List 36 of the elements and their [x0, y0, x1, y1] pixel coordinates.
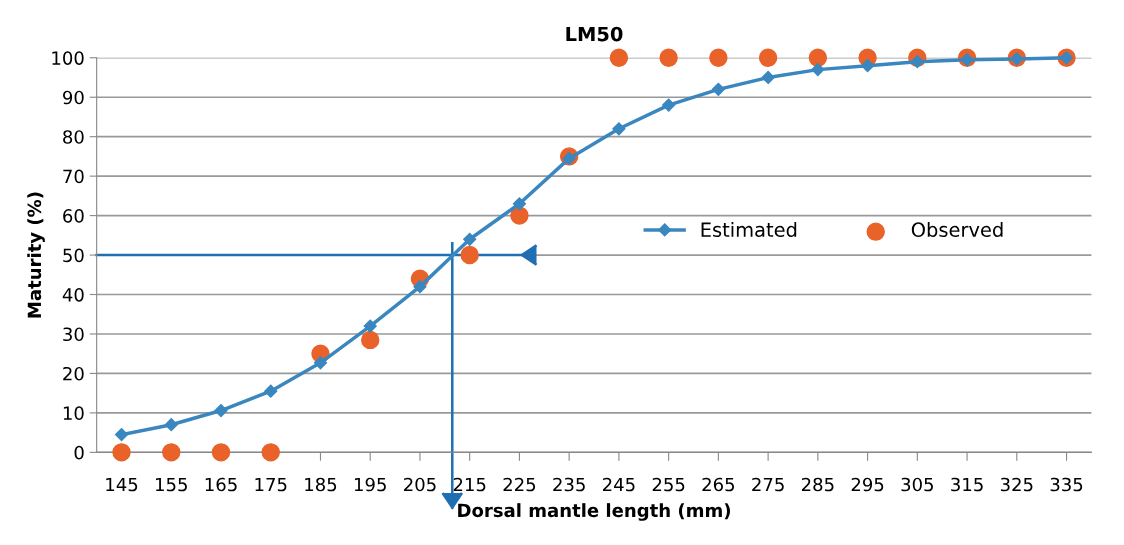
x-tick-label: 305 — [901, 477, 933, 492]
y-tick-label: 90 — [63, 90, 84, 105]
y-tick-label: 50 — [63, 248, 84, 263]
x-tick-label: 205 — [404, 477, 436, 492]
x-tick-label: 275 — [752, 477, 784, 492]
y-tick-label: 40 — [62, 287, 84, 302]
x-tick-label: 255 — [652, 477, 685, 492]
y-tick-label: 80 — [63, 130, 84, 144]
x-tick-label: 295 — [851, 477, 884, 492]
y-tick-label: 70 — [63, 169, 84, 184]
legend-label: Estimated — [701, 221, 797, 238]
x-tick-label: 215 — [453, 477, 486, 492]
x-tick-label: 245 — [602, 477, 635, 492]
x-tick-label: 185 — [305, 477, 337, 492]
y-tick-label: 10 — [63, 406, 84, 421]
y-tick-label: 0 — [74, 445, 84, 460]
x-tick-label: 235 — [553, 477, 585, 492]
legend-label: Observed — [911, 221, 1003, 238]
x-tick-label: 285 — [801, 477, 834, 492]
y-axis-title: Maturity (%) — [27, 192, 45, 318]
y-tick-label: 60 — [63, 209, 84, 223]
x-tick-label: 325 — [1000, 477, 1033, 492]
x-tick-label: 145 — [106, 477, 138, 492]
y-tick-label: 100 — [52, 51, 84, 65]
x-tick-label: 155 — [156, 477, 187, 492]
x-tick-label: 265 — [702, 477, 735, 492]
x-tick-label: 335 — [1050, 477, 1083, 492]
x-tick-label: 195 — [354, 477, 386, 492]
x-axis-title: Dorsal mantle length (mm) — [458, 503, 730, 521]
chart-title: LM50 — [566, 26, 623, 42]
x-tick-label: 165 — [205, 477, 237, 492]
y-tick-label: 20 — [63, 366, 84, 381]
x-tick-label: 315 — [951, 477, 983, 492]
y-tick-label: 30 — [63, 327, 84, 342]
x-tick-label: 225 — [503, 477, 536, 492]
x-tick-label: 175 — [255, 477, 287, 492]
